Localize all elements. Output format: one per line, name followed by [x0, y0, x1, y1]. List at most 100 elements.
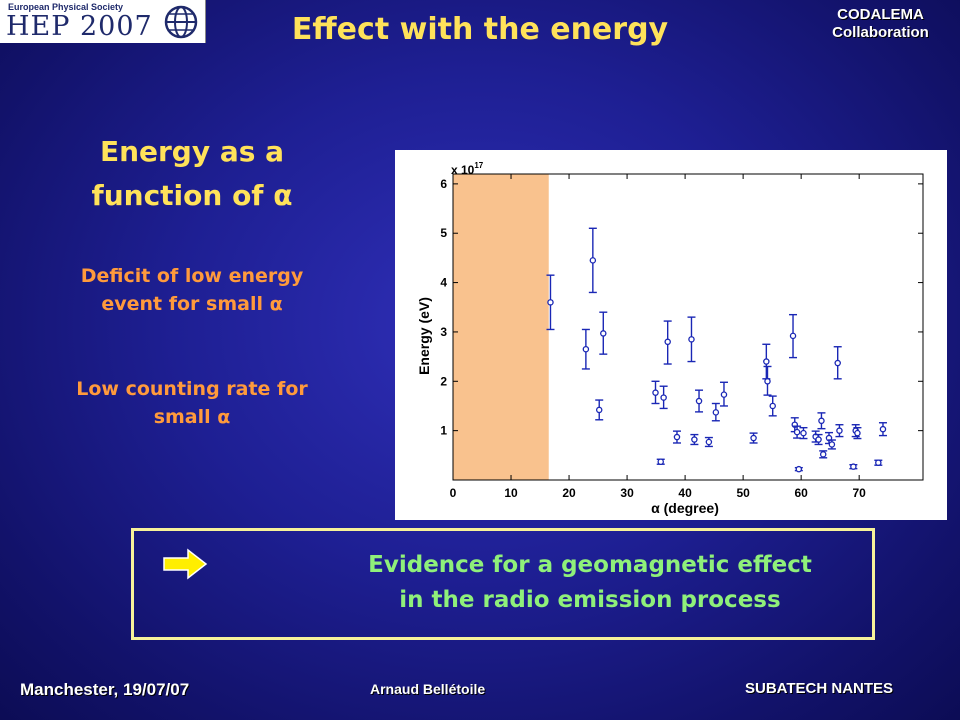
sidebar-point-deficit: Deficit of low energy event for small α — [32, 262, 352, 318]
point-marker — [836, 427, 843, 434]
point-marker — [652, 389, 659, 396]
shaded-region — [453, 174, 549, 480]
data-point — [659, 385, 668, 410]
data-point — [687, 316, 696, 363]
point-marker — [589, 257, 597, 264]
point-marker — [695, 397, 703, 405]
data-point — [595, 399, 604, 421]
x-tick-label: 10 — [504, 486, 518, 500]
data-point — [853, 426, 862, 440]
data-point — [581, 328, 590, 370]
data-point — [656, 458, 665, 465]
point-marker — [657, 458, 664, 465]
data-point — [719, 381, 728, 407]
data-point — [749, 432, 758, 444]
energy-vs-alpha-chart: 0 10 20 30 40 50 60 70 1 2 3 4 5 6 x 1017 Energy (eV)… — [395, 150, 947, 520]
x-tick-label: 50 — [736, 486, 750, 500]
data-point — [762, 343, 771, 380]
point-marker — [800, 429, 807, 437]
data-point — [874, 459, 883, 466]
data-point — [849, 463, 858, 470]
y-tick-label: 1 — [440, 424, 447, 438]
data-point — [763, 365, 772, 396]
x-axis-label: α (degree) — [651, 500, 719, 516]
data-point — [814, 433, 823, 446]
logo-event-text: HEP 2007 — [6, 11, 153, 42]
x-tick-label: 60 — [794, 486, 808, 500]
sidebar-heading: Energy as a function of α — [32, 130, 352, 218]
sidebar-point-deficit-line1: Deficit of low energy — [80, 265, 304, 287]
x-tick-label: 0 — [450, 486, 457, 500]
data-point — [672, 430, 681, 444]
conclusion-line1: Evidence for a geomagnetic effect — [368, 552, 812, 578]
eps-globe-icon — [164, 5, 198, 39]
footer-author: Arnaud Bellétoile — [370, 681, 486, 697]
plot-frame — [452, 173, 924, 481]
hep2007-logo: European Physical Society HEP 2007 — [0, 0, 206, 43]
data-point — [789, 313, 798, 359]
data-point — [833, 346, 842, 380]
x-tick-label: 20 — [562, 486, 576, 500]
data-point — [819, 450, 828, 459]
point-marker — [793, 428, 801, 436]
sidebar-heading-line2: function of α — [91, 179, 293, 212]
point-marker — [600, 330, 607, 337]
data-point — [817, 412, 826, 430]
conclusion-line2: in the radio emission process — [399, 587, 781, 613]
point-marker — [763, 358, 770, 365]
point-marker — [705, 438, 713, 446]
point-marker — [691, 436, 698, 443]
data-point — [599, 311, 608, 355]
x-tick-label: 30 — [620, 486, 634, 500]
point-marker — [582, 345, 590, 353]
point-marker — [819, 451, 827, 458]
data-point — [794, 465, 803, 473]
x-tick-label: 70 — [852, 486, 866, 500]
sidebar-point-counting-line1: Low counting rate for — [76, 378, 308, 400]
point-marker — [815, 436, 822, 443]
collaboration-name: CODALEMA — [837, 6, 924, 23]
data-point — [651, 380, 660, 405]
point-marker — [712, 409, 720, 416]
logo-society-text: European Physical Society — [8, 2, 124, 12]
y-tick-label: 3 — [440, 325, 447, 339]
data-point — [768, 395, 777, 417]
data-point — [711, 402, 720, 422]
y-tick-label: 2 — [440, 374, 447, 388]
data-point — [827, 439, 836, 450]
sidebar-heading-line1: Energy as a — [99, 135, 285, 168]
chart-svg: 0 10 20 30 40 50 60 70 1 2 3 4 5 6 x 1017 Energy (eV)… — [416, 161, 924, 516]
data-point — [690, 433, 699, 446]
y-axis-label: Energy (eV) — [416, 297, 432, 375]
y-multiplier-label: x 1017 — [451, 161, 484, 177]
y-tick-label: 6 — [440, 177, 447, 191]
point-marker — [720, 391, 728, 398]
data-point — [835, 424, 844, 438]
sidebar-point-counting-line2: small α — [153, 406, 231, 428]
y-tick-label: 5 — [440, 226, 447, 240]
point-marker — [854, 429, 861, 437]
collaboration-label: CODALEMA Collaboration — [808, 6, 953, 42]
point-marker — [664, 338, 671, 346]
data-point — [799, 426, 808, 440]
data-point — [663, 320, 672, 365]
y-tick-label: 4 — [440, 276, 447, 290]
point-marker — [850, 463, 857, 470]
point-marker — [834, 359, 841, 367]
point-marker — [818, 417, 825, 425]
point-marker — [547, 299, 554, 306]
footer-institute: SUBATECH NANTES — [745, 680, 894, 697]
point-marker — [828, 441, 836, 448]
slide-title: Effect with the energy — [291, 12, 669, 47]
point-marker — [673, 433, 681, 441]
data-point — [704, 436, 713, 448]
point-marker — [688, 336, 695, 343]
data-point — [695, 389, 704, 413]
collaboration-word: Collaboration — [832, 24, 929, 41]
point-marker — [660, 394, 667, 401]
right-arrow-icon — [163, 548, 208, 580]
conclusion-text: Evidence for a geomagnetic effect in the… — [300, 548, 880, 618]
point-marker — [879, 425, 887, 433]
footer-location-date: Manchester, 19/07/07 — [20, 680, 190, 699]
sidebar-point-deficit-line2: event for small α — [101, 293, 283, 315]
